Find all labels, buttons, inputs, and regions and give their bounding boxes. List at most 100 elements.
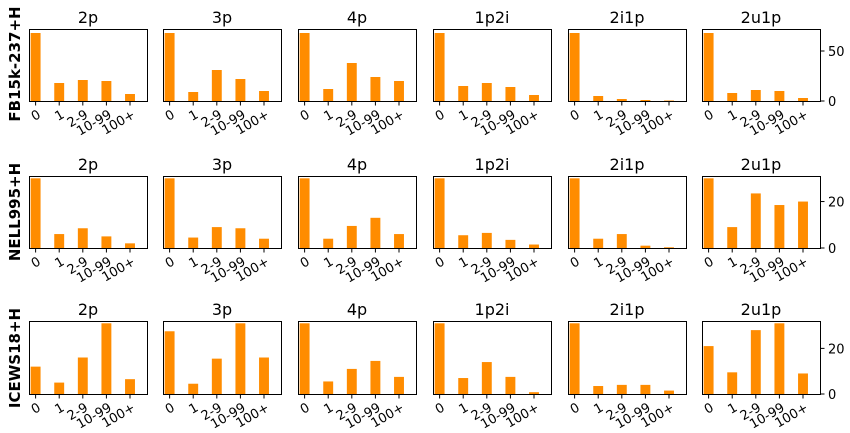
panel-title: 4p (347, 300, 367, 319)
x-tick-label: 0 (702, 400, 717, 417)
x-tick-label: 0 (163, 400, 178, 417)
bar (593, 386, 604, 394)
x-tick-label: 1 (592, 400, 607, 417)
panel-frame (163, 176, 282, 249)
panel-frame (702, 29, 821, 102)
bar (774, 323, 785, 394)
bar (616, 384, 627, 395)
panel-title: 4p (347, 8, 367, 27)
panel-frame (568, 29, 687, 102)
panel-frame (702, 176, 821, 249)
bar (727, 93, 738, 101)
panel-title: 2p (78, 300, 98, 319)
bar (434, 178, 445, 248)
y-tick-label: 0 (828, 242, 836, 257)
bar (125, 379, 135, 394)
x-tick-label: 0 (298, 254, 313, 271)
y-tick-label: 50 (828, 45, 845, 60)
panel-frame (433, 321, 552, 395)
panel-title: 3p (212, 300, 232, 319)
bar (664, 247, 674, 248)
bar (323, 381, 334, 394)
x-tick-label: 0 (29, 254, 44, 271)
bar (30, 366, 41, 395)
bar (77, 80, 88, 101)
x-tick-label: 1 (187, 107, 202, 124)
x-tick-label: 1 (322, 254, 337, 271)
bar (434, 33, 445, 101)
panel-frame (568, 176, 687, 249)
bar (346, 225, 357, 248)
bar (101, 81, 112, 101)
bar (640, 245, 651, 248)
bar (750, 330, 761, 395)
bar (299, 178, 310, 248)
x-tick-label: 0 (163, 107, 178, 124)
bar (798, 373, 808, 394)
x-tick-label: 1 (322, 107, 337, 124)
bar (299, 33, 310, 101)
bar (664, 100, 674, 101)
bar (323, 89, 334, 101)
bar (188, 383, 199, 394)
x-tick-label: 1 (457, 107, 472, 124)
bar (593, 238, 604, 248)
bar (30, 33, 41, 101)
y-tick-label: 0 (828, 388, 836, 403)
bar (434, 323, 445, 394)
bar (77, 228, 88, 248)
bar (529, 95, 539, 101)
y-tick-label: 20 (828, 196, 845, 211)
bar (370, 360, 381, 394)
x-tick-label: 1 (53, 107, 68, 124)
bar (458, 86, 469, 101)
x-tick-label: 1 (726, 254, 741, 271)
bar (299, 323, 310, 394)
bar (125, 243, 135, 248)
bar (593, 96, 604, 101)
bar (703, 346, 714, 394)
bar (346, 368, 357, 394)
bar (505, 87, 516, 101)
bar (101, 236, 112, 248)
bar (259, 357, 269, 394)
x-tick-label: 1 (187, 254, 202, 271)
panel-frame (163, 29, 282, 102)
panel-frame (29, 321, 148, 395)
bar (346, 63, 357, 101)
bar (235, 228, 246, 248)
panel-frame (298, 321, 417, 395)
bar (569, 178, 580, 248)
bar (727, 227, 738, 248)
panel-title: 2u1p (741, 300, 782, 319)
x-tick-label: 1 (187, 400, 202, 417)
bar (640, 100, 651, 101)
bar (774, 205, 785, 248)
bar (569, 33, 580, 101)
bar (188, 237, 199, 248)
x-tick-label: 0 (568, 107, 583, 124)
x-tick-label: 1 (726, 400, 741, 417)
row-label: NELL995+H (6, 163, 24, 261)
bar (481, 362, 492, 394)
panel-frame (298, 176, 417, 249)
panel-title: 2i1p (610, 155, 645, 174)
panel-frame (29, 176, 148, 249)
bar (703, 178, 714, 248)
panel-frame (702, 321, 821, 395)
x-tick-label: 1 (592, 254, 607, 271)
bar (164, 331, 175, 394)
bar (30, 178, 41, 248)
bar (529, 244, 539, 248)
x-tick-label: 0 (29, 400, 44, 417)
panel-frame (298, 29, 417, 102)
